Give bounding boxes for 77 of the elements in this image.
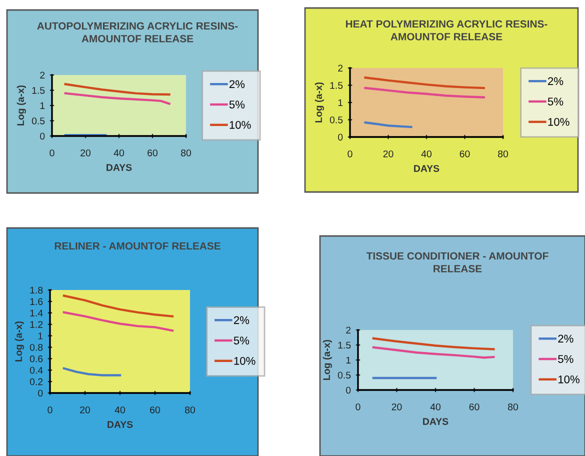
x-axis-title: DAYS: [423, 418, 448, 425]
y-tick-label: 2: [346, 326, 351, 334]
line-series: [372, 337, 495, 350]
y-axis-title: Log (a-x): [322, 340, 332, 380]
x-tick-label: 80: [508, 403, 518, 410]
legend-label: 5%: [558, 355, 574, 363]
chart-title: HEAT POLYMERIZING ACRYLIC RESINS- AMOUNTOF RELEASE: [346, 20, 548, 40]
y-tick-label: 2: [40, 72, 45, 79]
x-tick-label: 20: [80, 149, 91, 156]
line-series: [64, 92, 170, 105]
x-tick-label: 40: [114, 149, 124, 156]
line-series: [364, 86, 485, 98]
y-tick-label: 0: [38, 390, 43, 397]
line-series: [62, 367, 122, 376]
x-tick-label: 0: [356, 403, 360, 410]
y-tick-label: 1.2: [30, 321, 43, 328]
legend-label: 5%: [229, 100, 245, 108]
x-axis-title: DAYS: [414, 165, 440, 172]
y-tick-label: 0.5: [32, 117, 45, 124]
x-tick-label: 60: [150, 406, 160, 414]
x-tick-label: 60: [148, 149, 158, 156]
legend-label: 10%: [558, 375, 580, 384]
x-tick-label: 40: [421, 150, 432, 158]
x-tick-label: 60: [469, 403, 480, 410]
x-tick-label: 80: [498, 150, 508, 158]
y-tick-label: 0: [338, 134, 343, 141]
y-tick-label: 1.4: [30, 310, 43, 316]
y-axis-title: Log (a-x): [314, 82, 324, 122]
y-tick-label: 1: [38, 332, 43, 340]
chart-title: TISSUE CONDITIONER - AMOUNTOF RELEASE: [366, 252, 548, 272]
chart-title: AUTOPOLYMERIZING ACRYLIC RESINS- AMOUNTOF RELEASE: [37, 22, 238, 42]
legend-label: 2%: [558, 334, 574, 343]
legend-label: 2%: [234, 316, 250, 324]
y-tick-label: 1: [40, 102, 45, 110]
legend-label: 2%: [548, 77, 564, 86]
x-tick-label: 0: [50, 149, 54, 156]
y-tick-label: 0.6: [30, 355, 43, 362]
legend-label: 2%: [230, 80, 245, 88]
y-tick-label: 1: [346, 356, 351, 364]
line-series: [62, 294, 174, 318]
y-axis-title: Log (a-x): [16, 85, 26, 126]
line-series: [64, 83, 170, 96]
legend-label: 5%: [548, 98, 564, 106]
chart-title: RELINER - AMOUNTOF RELEASE: [54, 242, 220, 250]
y-tick-label: 2: [338, 64, 343, 72]
x-tick-label: 80: [185, 406, 196, 414]
y-tick-label: 1.5: [32, 87, 45, 94]
x-tick-label: 20: [392, 403, 402, 410]
legend-label: 10%: [548, 118, 570, 126]
y-tick-label: 0: [346, 386, 351, 394]
y-axis-title: Log (a-x): [14, 321, 24, 362]
y-tick-label: 0.8: [30, 344, 43, 351]
y-tick-label: 1: [338, 99, 343, 106]
x-axis-title: DAYS: [106, 164, 132, 171]
legend-label: 10%: [234, 356, 256, 365]
y-tick-label: 0.2: [30, 378, 43, 386]
x-tick-label: 40: [430, 403, 441, 410]
x-tick-label: 60: [460, 150, 470, 158]
x-tick-label: 0: [48, 406, 52, 414]
line-series: [372, 346, 495, 359]
x-tick-label: 80: [181, 149, 192, 156]
x-tick-label: 20: [383, 150, 394, 158]
y-tick-label: 1.8: [30, 286, 43, 294]
y-tick-label: 1.5: [330, 82, 343, 89]
y-tick-label: 0.4: [30, 366, 43, 374]
x-tick-label: 20: [80, 406, 90, 414]
line-series: [62, 311, 174, 332]
x-tick-label: 40: [114, 406, 126, 414]
y-tick-label: 0.5: [330, 116, 343, 124]
y-tick-label: 0.5: [338, 372, 351, 379]
y-tick-label: 1.5: [338, 342, 351, 349]
y-tick-label: 0: [40, 132, 45, 140]
legend-label: 10%: [230, 120, 251, 129]
y-tick-label: 1.6: [30, 298, 43, 306]
legend-label: 5%: [234, 336, 250, 344]
x-axis-title: DAYS: [108, 421, 133, 428]
line-series: [364, 76, 485, 90]
